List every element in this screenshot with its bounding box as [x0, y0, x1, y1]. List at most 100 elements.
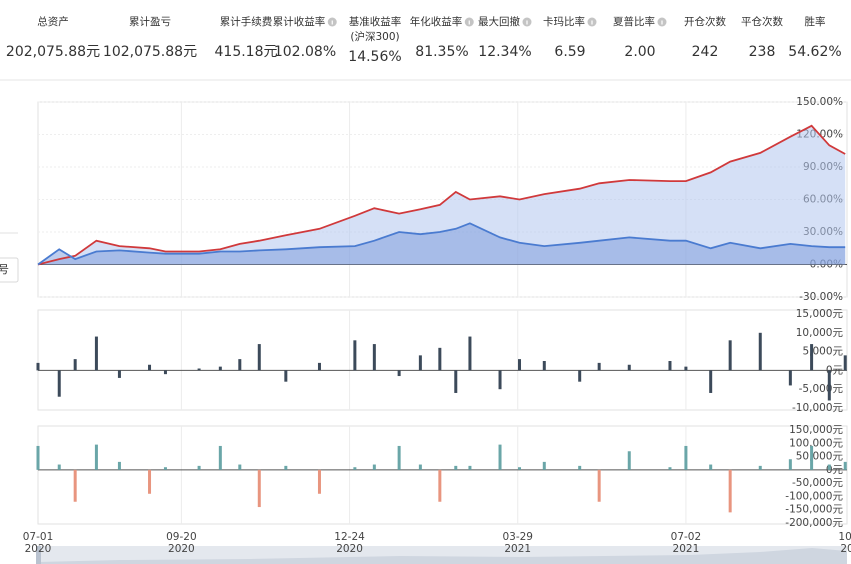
bar: [728, 340, 732, 371]
y-tick-label: 50,000元: [796, 451, 844, 463]
y-tick-label: -10,000元: [792, 402, 844, 414]
bar: [709, 464, 713, 470]
stat-label: 夏普比率: [613, 15, 655, 28]
stat-value: 238: [749, 44, 776, 60]
bar: [94, 444, 98, 470]
bar: [788, 459, 792, 470]
x-tick-label: 07-02: [671, 531, 702, 543]
bar: [117, 461, 121, 470]
bar: [542, 461, 546, 470]
stat-label: 胜率: [805, 15, 826, 28]
bar: [317, 362, 321, 371]
x-tick-label: 07-01: [23, 531, 54, 543]
bar: [418, 355, 422, 371]
bar: [578, 465, 582, 470]
bar: [468, 336, 472, 371]
stat-value: 6.59: [554, 44, 585, 60]
stat-value: 415.18元: [215, 44, 278, 60]
stat-value: 202,075.88元: [6, 44, 100, 60]
bar: [397, 445, 401, 470]
bar: [163, 370, 167, 375]
bar: [257, 344, 261, 371]
bar: [810, 344, 814, 371]
stat-value: 14.56%: [348, 49, 401, 65]
bar: [372, 344, 376, 371]
bar: [57, 370, 61, 397]
stat-label: 卡玛比率: [543, 15, 585, 28]
y-tick-label: -30.00%: [799, 291, 843, 303]
bar: [148, 469, 152, 494]
bar: [438, 469, 442, 502]
bar: [498, 444, 502, 470]
series-area: [38, 125, 846, 265]
stat-label: 累计手续费: [220, 15, 273, 28]
y-tick-label: 15,000元: [796, 308, 844, 320]
y-tick-label: 150,000元: [789, 424, 843, 436]
bar: [438, 347, 442, 371]
bar: [36, 445, 40, 470]
bar: [498, 370, 502, 390]
y-tick-label: -100,000元: [785, 490, 843, 502]
bar: [668, 467, 672, 470]
bar: [418, 464, 422, 470]
bar: [73, 359, 77, 371]
slider-handle[interactable]: [36, 546, 41, 564]
y-tick-label: -50,000元: [792, 477, 844, 489]
bar: [684, 366, 688, 371]
plot-frame: [37, 425, 848, 525]
bar: [518, 467, 522, 470]
bar: [627, 364, 631, 371]
stat-value: 102.08%: [274, 44, 336, 60]
bar: [454, 465, 458, 470]
stat-value: 242: [692, 44, 719, 60]
bar: [163, 467, 167, 470]
bar: [36, 362, 40, 371]
x-tick-label: 12-24: [334, 531, 365, 543]
x-tick-year: 2021: [673, 543, 700, 555]
stat-label: 累计收益率: [273, 15, 326, 28]
series-line: [37, 222, 846, 266]
bar: [57, 464, 61, 470]
bar: [372, 464, 376, 470]
stat-label: 总资产: [37, 15, 69, 28]
bar: [73, 469, 77, 502]
y-tick-label: 100,000元: [789, 437, 843, 449]
stat-label: 基准收益率: [349, 15, 402, 28]
bar: [843, 461, 847, 470]
y-tick-label: 10,000元: [796, 327, 844, 339]
stat-value: 12.34%: [478, 44, 531, 60]
sidebar-button[interactable]: [0, 257, 19, 283]
plot-frame: [37, 309, 848, 411]
bar: [542, 361, 546, 371]
bar: [668, 361, 672, 371]
stat-value: 81.35%: [415, 44, 468, 60]
bar: [827, 370, 831, 401]
stat-label: 开仓次数: [684, 15, 726, 28]
bar: [353, 340, 357, 371]
x-tick-year: 2021: [504, 543, 531, 555]
bar: [758, 332, 762, 371]
series-line: [37, 124, 846, 266]
x-tick-year: 2020: [168, 543, 195, 555]
y-tick-label: 150.00%: [796, 96, 843, 108]
y-tick-label: -5,000元: [799, 383, 844, 395]
bar: [627, 451, 631, 470]
bar: [257, 469, 261, 508]
bar: [827, 464, 831, 470]
bar: [597, 362, 601, 371]
bar: [218, 445, 222, 470]
bar: [578, 370, 582, 382]
stat-label: 年化收益率: [410, 15, 463, 28]
stat-value: 102,075.88元: [103, 44, 197, 60]
bar: [728, 469, 732, 513]
bar: [94, 336, 98, 371]
stat-value: 54.62%: [788, 44, 841, 60]
bar: [238, 359, 242, 371]
stat-label: 平仓次数: [741, 15, 783, 28]
y-tick-label: -150,000元: [785, 504, 843, 516]
bar: [468, 465, 472, 470]
y-tick-label: 5,000元: [802, 346, 843, 358]
bar: [197, 465, 201, 470]
bar: [843, 355, 847, 371]
x-tick-label: 10-: [838, 531, 851, 543]
